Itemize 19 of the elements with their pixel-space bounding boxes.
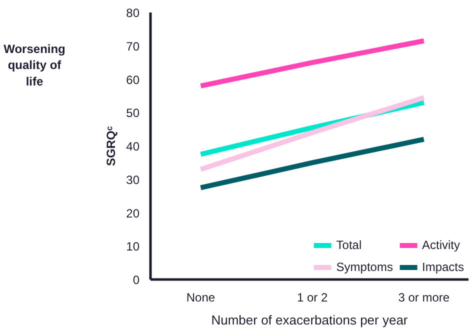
y-tick-label: 80 [126, 6, 140, 20]
legend-label: Total [336, 238, 362, 252]
y-tick-label: 20 [126, 206, 140, 220]
x-tick-label: 1 or 2 [296, 290, 328, 304]
y-tick-label: 60 [126, 72, 140, 87]
x-axis-title: Number of exacerbations per year [211, 312, 408, 328]
legend-label: Impacts [422, 260, 464, 274]
y-tick-label: 70 [126, 39, 140, 54]
x-tick-label: 3 or more [398, 290, 450, 304]
y-tick-label: 30 [126, 172, 140, 187]
y-tick-label: 10 [126, 240, 140, 254]
y-axis-title: SGRQᶜ [104, 126, 118, 166]
legend-label: Symptoms [336, 260, 393, 274]
y-tick-label: 40 [126, 140, 140, 154]
x-tick-label: None [186, 290, 216, 304]
y-tick-label: 50 [126, 106, 140, 120]
text: Worsening quality of life [4, 42, 66, 88]
y-tick-label: 0 [132, 273, 140, 287]
legend-label: Activity [422, 238, 460, 252]
